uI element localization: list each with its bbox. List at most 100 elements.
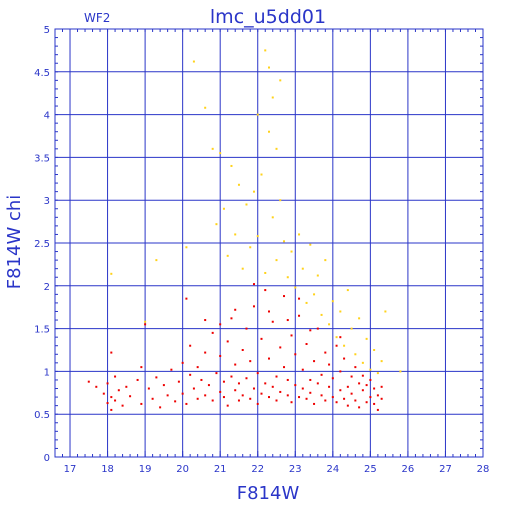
- data-point-red: [339, 370, 342, 373]
- data-point-red: [328, 363, 331, 366]
- data-point-yellow: [226, 254, 229, 257]
- x-tick-label: 27: [439, 464, 452, 475]
- data-point-red: [215, 372, 218, 375]
- data-point-red: [249, 360, 252, 363]
- data-point-red: [373, 402, 376, 405]
- data-point-yellow: [155, 259, 158, 262]
- data-point-yellow: [346, 289, 349, 292]
- data-point-yellow: [305, 301, 308, 304]
- data-point-yellow: [283, 240, 286, 243]
- data-point-red: [305, 397, 308, 400]
- x-tick-label: 26: [402, 464, 415, 475]
- data-point-red: [320, 394, 323, 397]
- data-point-red: [279, 390, 282, 393]
- data-point-yellow: [275, 259, 278, 262]
- data-point-yellow: [301, 267, 304, 270]
- data-point-red: [245, 327, 248, 330]
- data-point-red: [237, 399, 240, 402]
- data-point-red: [290, 401, 293, 404]
- data-point-yellow: [324, 259, 327, 262]
- x-tick-label: 25: [364, 464, 377, 475]
- data-point-yellow: [354, 353, 357, 356]
- data-point-red: [369, 378, 372, 381]
- data-point-red: [339, 336, 342, 339]
- data-point-red: [170, 368, 173, 371]
- data-point-yellow: [373, 349, 376, 351]
- data-point-red: [219, 323, 222, 326]
- data-point-red: [268, 357, 270, 360]
- data-point-yellow: [290, 250, 293, 253]
- data-point-red: [249, 397, 252, 400]
- data-point-red: [294, 384, 297, 387]
- y-tick-label: 0: [44, 453, 50, 464]
- x-tick-label: 18: [101, 464, 114, 475]
- data-point-red: [204, 394, 207, 397]
- data-point-yellow: [241, 267, 244, 270]
- data-point-red: [264, 289, 267, 292]
- data-point-red: [350, 392, 353, 395]
- data-point-yellow: [279, 199, 282, 202]
- data-point-red: [335, 401, 338, 404]
- data-point-red: [271, 320, 274, 323]
- data-point-red: [313, 360, 316, 363]
- data-point-yellow: [268, 66, 270, 69]
- x-tick-label: 20: [176, 464, 189, 475]
- chip-label: WF2: [84, 11, 110, 25]
- data-point-yellow: [192, 60, 195, 63]
- x-tick-label: 22: [251, 464, 264, 475]
- data-point-red: [260, 392, 263, 395]
- data-point-red: [358, 406, 361, 409]
- data-point-yellow: [380, 360, 383, 363]
- data-point-red: [241, 349, 244, 351]
- data-point-red: [328, 385, 331, 388]
- data-point-yellow: [328, 323, 331, 326]
- data-point-yellow: [215, 223, 218, 226]
- data-point-red: [140, 402, 143, 405]
- y-tick-label: 3: [44, 196, 50, 207]
- data-point-red: [283, 295, 286, 298]
- data-point-red: [365, 401, 368, 404]
- data-point-red: [301, 387, 304, 390]
- data-point-red: [346, 385, 349, 388]
- data-point-red: [324, 351, 327, 354]
- data-point-red: [200, 378, 203, 381]
- data-point-yellow: [335, 336, 338, 339]
- data-point-red: [309, 329, 312, 332]
- data-point-yellow: [204, 106, 207, 109]
- data-point-red: [211, 331, 214, 334]
- data-point-yellow: [211, 147, 214, 150]
- y-tick-label: 3.5: [34, 153, 50, 164]
- y-tick-label: 0.5: [34, 410, 50, 421]
- data-point-yellow: [256, 235, 259, 238]
- data-point-yellow: [384, 310, 387, 313]
- data-point-red: [95, 385, 98, 388]
- data-point-red: [245, 377, 248, 380]
- data-point-red: [189, 373, 192, 376]
- data-point-yellow: [219, 152, 222, 155]
- data-point-red: [222, 396, 225, 399]
- data-point-yellow: [222, 207, 225, 210]
- x-tick-label: 21: [214, 464, 227, 475]
- chart-title: lmc_u5dd01: [210, 6, 326, 28]
- data-point-red: [226, 340, 229, 343]
- y-tick-label: 1.5: [34, 325, 50, 336]
- data-point-red: [324, 399, 327, 402]
- data-point-red: [339, 389, 342, 392]
- data-point-red: [234, 308, 237, 311]
- x-tick-label: 17: [64, 464, 77, 475]
- data-point-red: [335, 344, 338, 347]
- data-point-yellow: [365, 337, 368, 340]
- data-point-red: [260, 337, 263, 340]
- data-point-red: [268, 396, 270, 399]
- data-point-red: [361, 374, 364, 377]
- data-point-red: [290, 334, 293, 337]
- x-tick-label: 28: [477, 464, 490, 475]
- y-tick-label: 1: [44, 367, 50, 378]
- data-point-red: [309, 391, 312, 394]
- data-point-yellow: [331, 300, 334, 303]
- data-point-red: [87, 380, 90, 383]
- data-point-red: [114, 399, 117, 402]
- data-point-red: [316, 382, 319, 385]
- data-point-red: [159, 406, 162, 409]
